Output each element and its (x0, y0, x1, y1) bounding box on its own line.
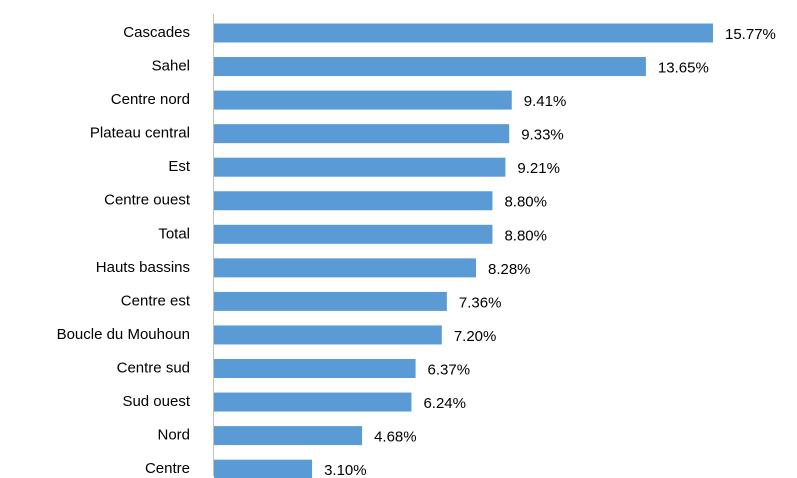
bar (214, 325, 442, 345)
data-label: 9.41% (524, 93, 567, 110)
data-label: 15.77% (725, 26, 776, 43)
y-tick-label: Centre nord (111, 91, 190, 108)
y-tick-label: Total (158, 225, 190, 242)
bar (214, 459, 313, 478)
bar (214, 291, 447, 311)
data-label: 3.10% (324, 462, 367, 478)
y-tick-label: Cascades (123, 24, 190, 41)
bar (214, 23, 713, 43)
bar (214, 392, 412, 412)
data-label: 8.28% (488, 261, 531, 278)
y-tick-label: Nord (157, 427, 190, 444)
data-label: 13.65% (658, 60, 709, 77)
y-tick-label: Sud ouest (122, 393, 190, 410)
bar (214, 191, 493, 211)
y-tick-label: Est (168, 158, 191, 175)
bar (214, 426, 363, 446)
y-tick-label: Centre (145, 460, 190, 477)
data-label: 7.36% (459, 294, 502, 311)
bar (214, 258, 476, 278)
y-tick-label: Hauts bassins (96, 259, 190, 276)
bar (214, 224, 493, 244)
data-label: 7.20% (454, 328, 497, 345)
data-label: 8.80% (504, 194, 547, 211)
data-label: 9.21% (517, 160, 560, 177)
data-label: 6.24% (423, 395, 466, 412)
bar (214, 57, 646, 77)
y-tick-label: Centre est (121, 292, 191, 309)
bar (214, 90, 512, 110)
data-label: 8.80% (504, 227, 547, 244)
data-label: 4.68% (374, 429, 417, 446)
y-tick-label: Centre sud (117, 359, 190, 376)
bar (214, 157, 506, 177)
data-label: 6.37% (428, 361, 471, 378)
bar (214, 124, 510, 144)
y-tick-label: Boucle du Mouhoun (57, 326, 190, 343)
y-tick-label: Plateau central (90, 125, 190, 142)
y-tick-label: Sahel (152, 58, 190, 75)
bar (214, 359, 416, 378)
data-label: 9.33% (521, 127, 564, 144)
y-tick-label: Centre ouest (104, 192, 191, 209)
